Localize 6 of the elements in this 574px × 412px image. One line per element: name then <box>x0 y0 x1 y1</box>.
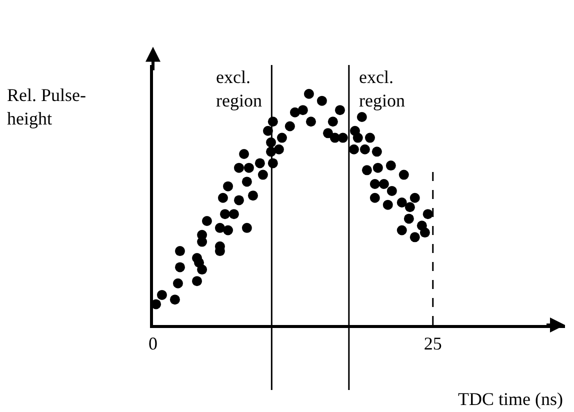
ref-line-label: excl. region <box>359 67 405 110</box>
y-axis-title: Rel. Pulse-height <box>7 85 86 128</box>
x-axis-title: TDC time (ns) <box>458 389 563 409</box>
x-tick-label: 0 <box>148 334 158 354</box>
x-tick-label: 25 <box>424 334 442 354</box>
ref-line-label: excl. region <box>216 67 262 110</box>
